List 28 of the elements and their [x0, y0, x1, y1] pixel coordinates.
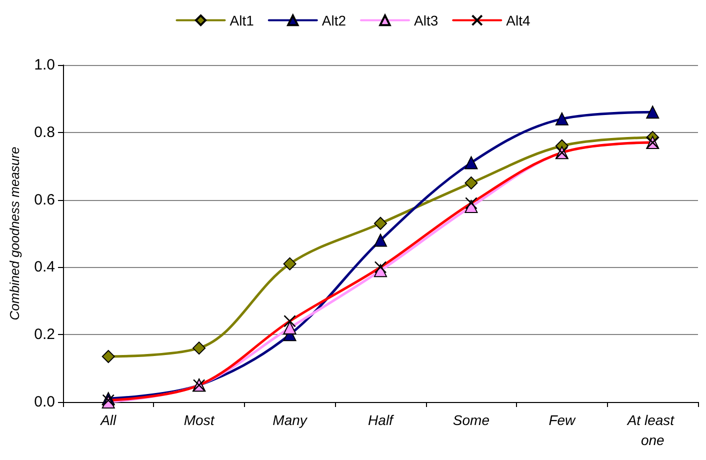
point — [374, 234, 387, 247]
x-tick-label: Some — [452, 412, 490, 428]
point — [283, 321, 296, 334]
legend-label: Alt3 — [414, 12, 438, 28]
y-tick-label: 0.4 — [34, 258, 55, 276]
x-tick-label: At least one — [626, 412, 678, 448]
point — [464, 176, 478, 190]
x-tick-label: All — [100, 412, 118, 428]
x-tick-label: Many — [272, 412, 308, 428]
x-tick-label: Half — [368, 412, 396, 428]
legend-label: Alt4 — [506, 12, 530, 28]
point — [102, 350, 115, 364]
y-tick-label: 0.2 — [34, 326, 55, 344]
point — [555, 112, 568, 126]
y-tick-label: 1.0 — [34, 56, 55, 74]
legend-label: Alt1 — [230, 12, 254, 28]
y-tick-label: 0.0 — [34, 394, 55, 410]
y-tick-label: 0.8 — [34, 124, 55, 141]
y-axis-title: Combined goodness measure — [7, 146, 22, 320]
legend-label: Alt2 — [322, 12, 346, 28]
x-tick-label: Few — [548, 412, 576, 428]
y-tick-label: 0.6 — [34, 191, 55, 208]
point — [283, 257, 296, 270]
point — [464, 156, 478, 170]
point — [374, 216, 387, 230]
point — [646, 106, 660, 119]
x-tick-label: Most — [184, 412, 216, 428]
point — [192, 342, 206, 355]
